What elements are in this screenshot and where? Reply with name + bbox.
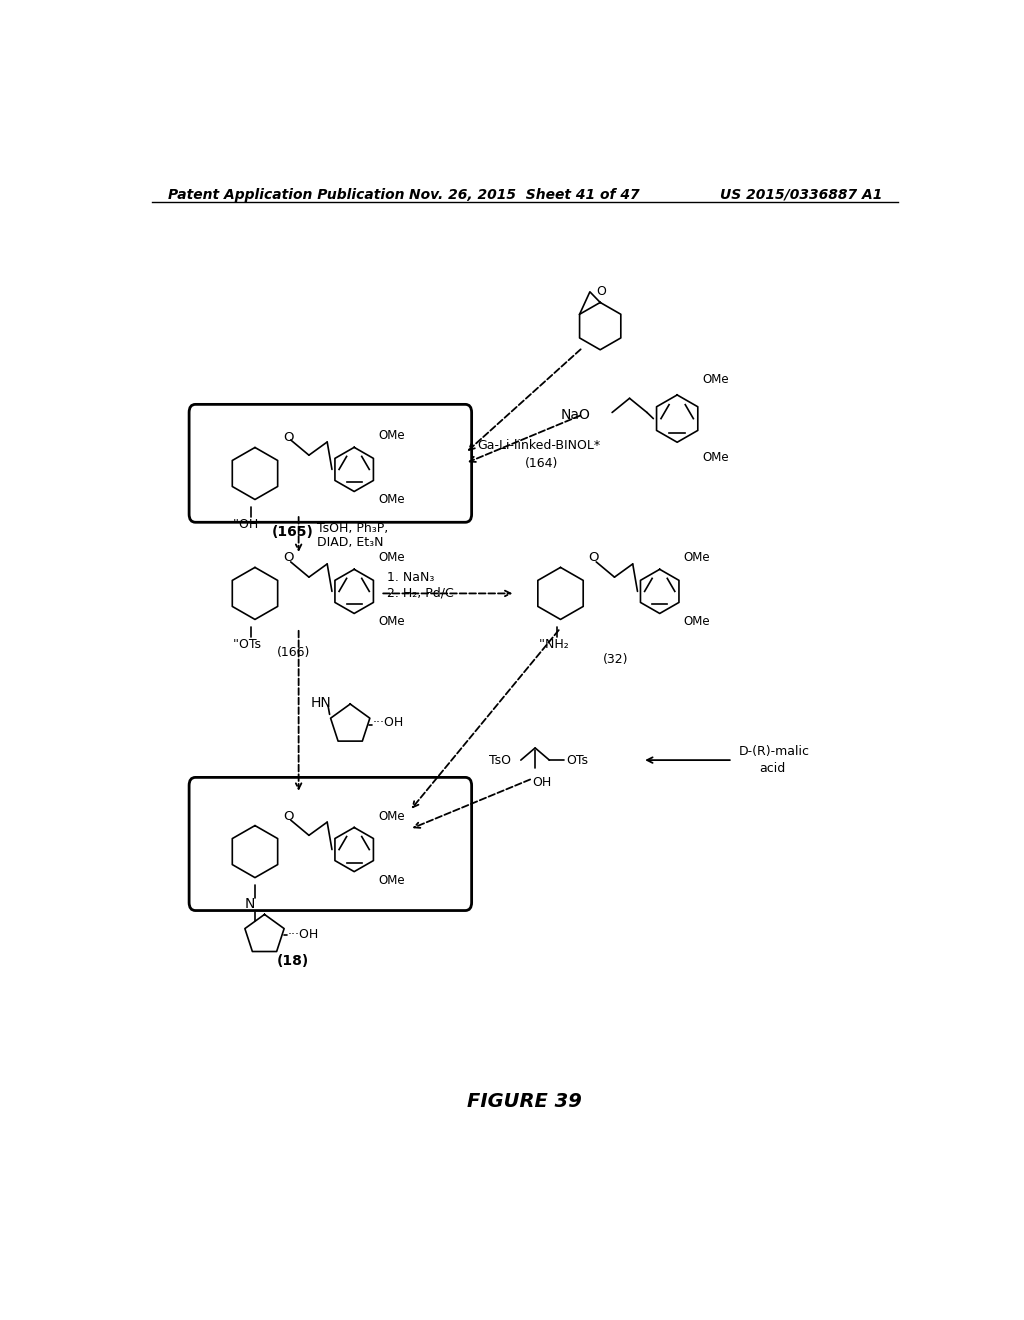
Text: HN: HN [310, 696, 332, 710]
Text: ''OH: ''OH [232, 517, 259, 531]
Text: 2. H₂, Pd/C: 2. H₂, Pd/C [387, 587, 454, 599]
Text: (164): (164) [524, 457, 558, 470]
Text: (165): (165) [272, 525, 314, 540]
Text: Ga-Li-linked-BINOL*: Ga-Li-linked-BINOL* [477, 438, 600, 451]
Text: (166): (166) [276, 645, 309, 659]
Text: NaO: NaO [560, 408, 591, 421]
Text: OTs: OTs [566, 754, 588, 767]
Text: ''NH₂: ''NH₂ [539, 638, 569, 651]
Text: OMe: OMe [684, 615, 711, 628]
Text: DIAD, Et₃N: DIAD, Et₃N [316, 536, 383, 549]
Text: OMe: OMe [378, 494, 404, 507]
Text: ···OH: ···OH [288, 928, 318, 941]
Text: OMe: OMe [378, 809, 404, 822]
Text: O: O [283, 552, 293, 565]
Text: D-(R)-malic: D-(R)-malic [739, 746, 810, 759]
FancyBboxPatch shape [189, 404, 472, 523]
Text: FIGURE 39: FIGURE 39 [467, 1092, 583, 1111]
Text: OMe: OMe [702, 450, 729, 463]
Text: ···OH: ···OH [373, 715, 403, 729]
Text: OMe: OMe [378, 429, 404, 442]
Text: OMe: OMe [378, 552, 404, 565]
Text: O: O [588, 552, 599, 565]
Text: Patent Application Publication: Patent Application Publication [168, 187, 404, 202]
Text: OMe: OMe [702, 374, 729, 387]
Text: (18): (18) [276, 954, 309, 969]
Text: acid: acid [759, 762, 785, 775]
Text: TsO: TsO [489, 754, 511, 767]
Text: TsOH, Ph₃P,: TsOH, Ph₃P, [316, 521, 388, 535]
Text: (32): (32) [603, 653, 629, 667]
Text: US 2015/0336887 A1: US 2015/0336887 A1 [720, 187, 882, 202]
Text: O: O [283, 432, 293, 445]
Text: O: O [596, 285, 606, 298]
FancyBboxPatch shape [189, 777, 472, 911]
Text: OMe: OMe [378, 874, 404, 887]
Text: OH: OH [531, 776, 551, 789]
Text: ''OTs: ''OTs [232, 638, 262, 651]
Text: O: O [283, 809, 293, 822]
Text: OMe: OMe [378, 615, 404, 628]
Text: Nov. 26, 2015  Sheet 41 of 47: Nov. 26, 2015 Sheet 41 of 47 [410, 187, 640, 202]
Text: OMe: OMe [684, 552, 711, 565]
Text: 1. NaN₃: 1. NaN₃ [387, 570, 434, 583]
Text: N: N [245, 898, 255, 911]
